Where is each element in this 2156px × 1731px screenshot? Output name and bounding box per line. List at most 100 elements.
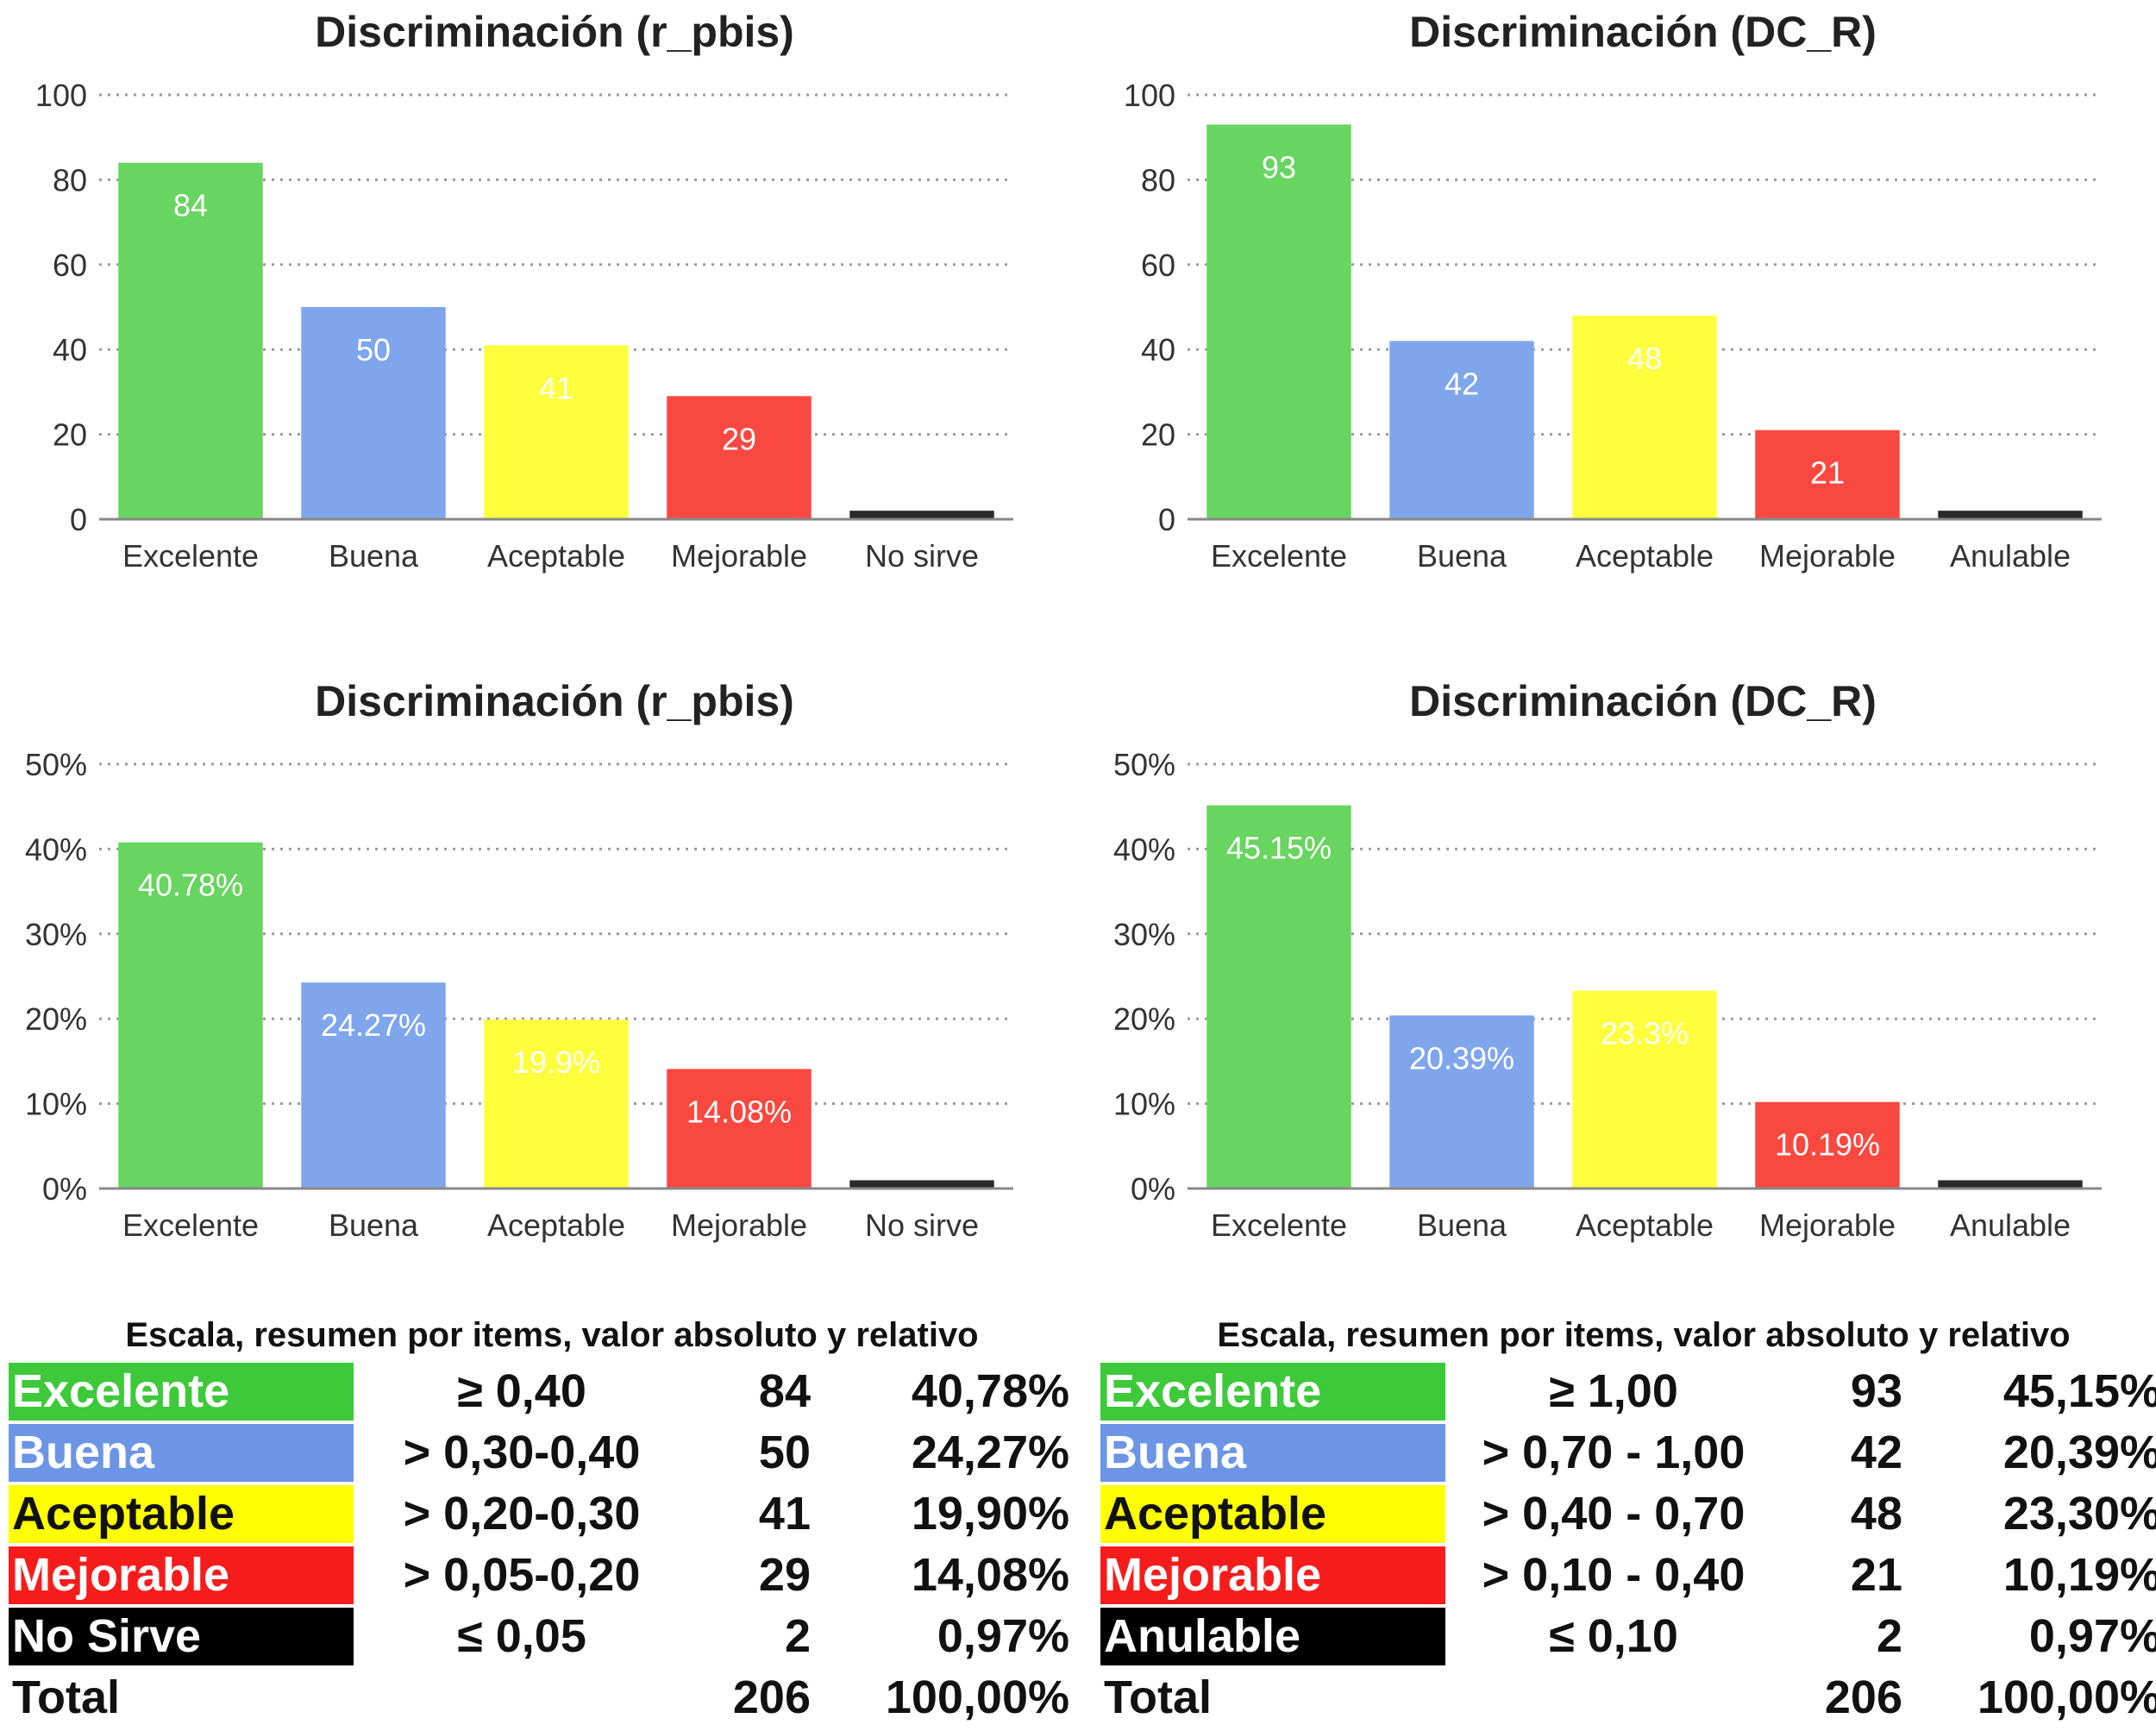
table-row: Excelente ≥ 0,40 84 40,78% bbox=[9, 1361, 1095, 1422]
table-caption: Escala, resumen por items, valor absolut… bbox=[125, 1316, 979, 1354]
table-row: Aceptable > 0,20-0,30 41 19,90% bbox=[9, 1483, 1095, 1545]
item-count: 84 bbox=[758, 1365, 811, 1417]
data-label: 41 bbox=[539, 370, 573, 405]
summary-table-rpbis: Escala, resumen por items, valor absolut… bbox=[9, 1309, 1095, 1728]
chart-title: Discriminación (DC_R) bbox=[1409, 677, 1877, 725]
bar bbox=[1938, 1180, 2083, 1188]
x-tick-label: Mejorable bbox=[1759, 538, 1896, 574]
scale-range: > 0,70 - 1,00 bbox=[1482, 1427, 1745, 1478]
scale-range: > 0,20-0,30 bbox=[403, 1488, 641, 1540]
total-count: 206 bbox=[1824, 1671, 1902, 1723]
scale-label: Mejorable bbox=[9, 1546, 354, 1604]
summary-table-dcr: Escala, resumen por items, valor absolut… bbox=[1100, 1309, 2156, 1728]
chart-svg: Discriminación (DC_R) 0 20 40 60 80 100 93 Excel… bbox=[1124, 8, 2102, 574]
total-label: Total bbox=[1104, 1671, 1212, 1723]
x-tick-label: Buena bbox=[329, 538, 419, 574]
y-tick-label: 100 bbox=[1124, 78, 1175, 113]
x-tick-label: Buena bbox=[329, 1207, 419, 1243]
item-percent: 23,30% bbox=[2002, 1488, 2156, 1540]
y-tick-label: 10% bbox=[1113, 1087, 1175, 1122]
scale-label: Anulable bbox=[1100, 1608, 1445, 1665]
x-tick-label: Aceptable bbox=[487, 538, 625, 574]
item-count: 42 bbox=[1850, 1427, 1902, 1478]
bar bbox=[484, 1019, 629, 1188]
y-tick-label: 40% bbox=[25, 831, 87, 867]
y-tick-label: 20% bbox=[25, 1001, 87, 1037]
table-total-row: Total 206 100,00% bbox=[9, 1667, 1095, 1728]
data-label: 29 bbox=[722, 421, 756, 456]
x-tick-label: Mejorable bbox=[1759, 1207, 1896, 1243]
table-row: Anulable ≤ 0,10 2 0,97% bbox=[1100, 1606, 2156, 1667]
data-label: 48 bbox=[1627, 341, 1662, 376]
data-label: 84 bbox=[173, 188, 208, 223]
table-row: Buena > 0,30-0,40 50 24,27% bbox=[9, 1422, 1095, 1483]
chart-title: Discriminación (DC_R) bbox=[1409, 8, 1877, 56]
x-tick-label: Buena bbox=[1417, 1207, 1507, 1243]
chart-svg: Discriminación (r_pbis) 0 20 40 60 80 100 84 Exc… bbox=[35, 8, 1013, 574]
table-row: Mejorable > 0,05-0,20 29 14,08% bbox=[9, 1545, 1095, 1606]
bar bbox=[667, 1069, 812, 1188]
bar bbox=[1755, 1101, 1900, 1188]
scale-range: > 0,05-0,20 bbox=[403, 1549, 641, 1601]
scale-range: ≥ 0,40 bbox=[457, 1365, 586, 1417]
item-percent: 19,90% bbox=[911, 1488, 1069, 1540]
table-row: No Sirve ≤ 0,05 2 0,97% bbox=[9, 1606, 1095, 1667]
scale-range: > 0,30-0,40 bbox=[403, 1427, 641, 1478]
scale-range: > 0,10 - 0,40 bbox=[1482, 1549, 1745, 1601]
item-percent: 14,08% bbox=[911, 1549, 1069, 1601]
data-label: 45.15% bbox=[1226, 831, 1332, 866]
scale-range: > 0,40 - 0,70 bbox=[1482, 1488, 1745, 1540]
bar bbox=[849, 1180, 994, 1188]
y-tick-label: 0% bbox=[1131, 1171, 1175, 1207]
item-count: 21 bbox=[1850, 1549, 1902, 1601]
y-tick-label: 100 bbox=[35, 78, 87, 113]
scale-label: Aceptable bbox=[1100, 1485, 1445, 1543]
y-tick-label: 60 bbox=[53, 248, 87, 283]
data-label: 40.78% bbox=[138, 868, 243, 903]
scale-range: ≥ 1,00 bbox=[1549, 1365, 1678, 1417]
chart-dcr-percent: Discriminación (DC_R) 0% 10% 20% 30% 40% 50% 45… bbox=[1088, 669, 2156, 1273]
total-percent: 100,00% bbox=[1977, 1671, 2156, 1723]
data-label: 23.3% bbox=[1601, 1016, 1689, 1051]
x-tick-label: Buena bbox=[1417, 538, 1507, 574]
table-row: Buena > 0,70 - 1,00 42 20,39% bbox=[1100, 1422, 2156, 1483]
bar bbox=[1389, 341, 1534, 519]
scale-label: Excelente bbox=[9, 1363, 354, 1421]
chart-title: Discriminación (r_pbis) bbox=[315, 8, 794, 56]
scale-label: Buena bbox=[9, 1424, 354, 1482]
item-count: 93 bbox=[1850, 1365, 1902, 1417]
item-count: 50 bbox=[758, 1427, 811, 1478]
x-tick-label: No sirve bbox=[865, 538, 979, 574]
bar bbox=[1206, 124, 1351, 519]
table-total-row: Total 206 100,00% bbox=[1100, 1667, 2156, 1728]
scale-label: No Sirve bbox=[9, 1608, 354, 1665]
chart-title: Discriminación (r_pbis) bbox=[315, 677, 794, 725]
chart-svg: Discriminación (DC_R) 0% 10% 20% 30% 40% 50% 45… bbox=[1113, 677, 2102, 1243]
item-percent: 45,15% bbox=[2002, 1365, 2156, 1417]
y-tick-label: 40% bbox=[1113, 831, 1175, 867]
y-tick-label: 50% bbox=[25, 747, 87, 782]
y-tick-label: 30% bbox=[1113, 917, 1175, 952]
y-tick-label: 40 bbox=[53, 332, 87, 367]
chart-svg: Discriminación (r_pbis) 0% 10% 20% 30% 40% 50%… bbox=[25, 677, 1013, 1243]
x-tick-label: Aceptable bbox=[1576, 538, 1714, 574]
y-tick-label: 80 bbox=[53, 162, 87, 198]
item-count: 2 bbox=[1876, 1610, 1902, 1662]
bar bbox=[301, 307, 446, 519]
x-tick-label: Excelente bbox=[122, 1207, 259, 1243]
chart-rpbis-percent: Discriminación (r_pbis) 0% 10% 20% 30% 40% 50%… bbox=[0, 669, 1068, 1273]
y-tick-label: 10% bbox=[25, 1087, 87, 1122]
total-label: Total bbox=[12, 1671, 120, 1723]
data-label: 24.27% bbox=[321, 1007, 426, 1043]
data-label: 42 bbox=[1445, 366, 1479, 401]
x-tick-label: Excelente bbox=[1211, 1207, 1347, 1243]
data-label: 93 bbox=[1262, 149, 1296, 185]
total-count: 206 bbox=[732, 1671, 811, 1723]
scale-label: Buena bbox=[1100, 1424, 1445, 1482]
item-count: 41 bbox=[758, 1488, 811, 1540]
table-body: Excelente ≥ 1,00 93 45,15% Buena > 0,70 - 1,0… bbox=[1100, 1361, 2156, 1728]
y-tick-label: 50% bbox=[1113, 747, 1175, 782]
item-count: 29 bbox=[758, 1549, 811, 1601]
y-tick-label: 80 bbox=[1141, 162, 1175, 198]
item-percent: 0,97% bbox=[2028, 1610, 2156, 1662]
